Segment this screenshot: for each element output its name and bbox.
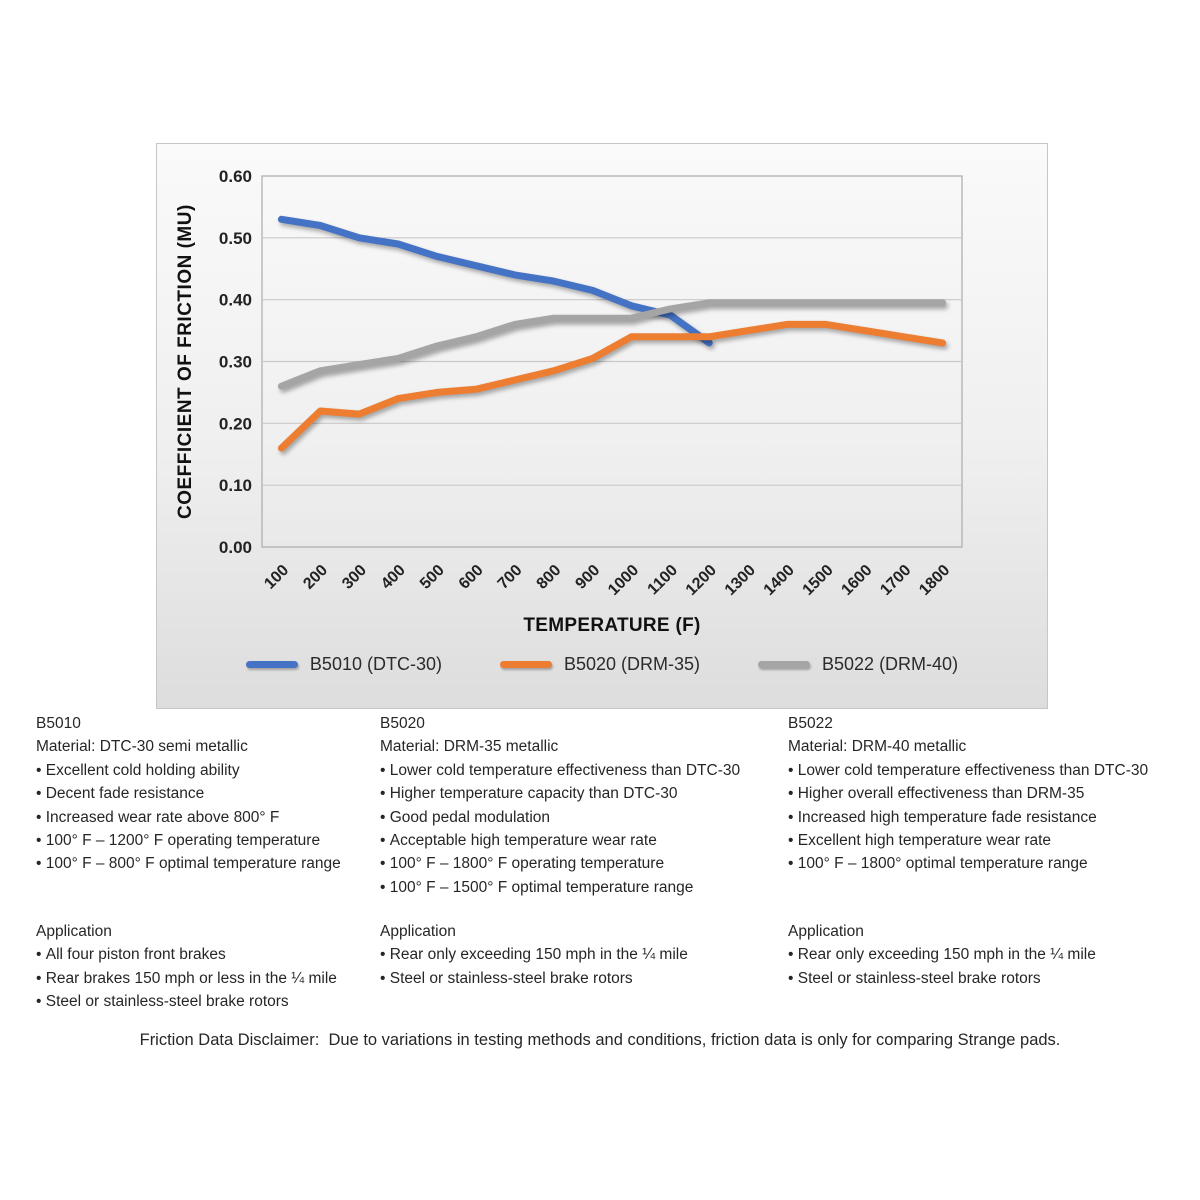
- feature-item: Increased wear rate above 800° F: [36, 806, 381, 829]
- chart-svg: 0.60 0.50 0.40 0.30 0.20 0.10 0.00 100 200 300 400…: [219, 167, 963, 599]
- feature-item: 100° F – 800° F optimal temperature rang…: [36, 852, 381, 875]
- feature-item: Higher overall effectiveness than DRM-35: [788, 782, 1188, 805]
- feature-item: Good pedal modulation: [380, 806, 780, 829]
- x-tick-label: 700: [495, 562, 526, 593]
- y-tick-label: 0.40: [219, 291, 252, 310]
- x-tick-label: 1300: [722, 562, 759, 599]
- y-tick-label: 0.30: [219, 353, 252, 372]
- legend-item-b5020: B5020 (DRM-35): [499, 654, 701, 675]
- legend-label: B5022 (DRM-40): [822, 654, 959, 674]
- application-heading: Application: [380, 923, 456, 940]
- x-tick-label: 100: [261, 562, 292, 593]
- feature-item: Decent fade resistance: [36, 782, 381, 805]
- feature-item: Lower cold temperature effectiveness tha…: [788, 759, 1188, 782]
- application-item: Rear brakes 150 mph or less in the ¼ mil…: [36, 967, 381, 990]
- product-material: Material: DTC-30 semi metallic: [36, 738, 248, 756]
- series-line-b5010-dtc-30: [277, 215, 713, 347]
- application-item: Rear only exceeding 150 mph in the ¼ mil…: [380, 943, 780, 966]
- y-tick-label: 0.10: [219, 476, 252, 495]
- feature-item: 100° F – 1800° optimal temperature range: [788, 852, 1188, 875]
- application-item: Steel or stainless-steel brake rotors: [788, 967, 1188, 990]
- feature-item: Excellent cold holding ability: [36, 759, 381, 782]
- friction-chart: 0.60 0.50 0.40 0.30 0.20 0.10 0.00 100 200 300 400…: [156, 143, 1048, 709]
- legend-label: B5010 (DTC-30): [309, 654, 442, 674]
- x-tick-label: 500: [417, 562, 448, 593]
- feature-item: 100° F – 1800° F operating temperature: [380, 852, 780, 875]
- x-tick-label: 600: [456, 562, 487, 593]
- y-tick-label: 0.20: [219, 414, 252, 433]
- product-id: B5010: [36, 715, 81, 732]
- x-tick-label: 1200: [683, 562, 720, 599]
- y-tick-label: 0.50: [219, 229, 252, 248]
- application-item: Steel or stainless-steel brake rotors: [380, 967, 780, 990]
- product-material: Material: DRM-35 metallic: [380, 738, 559, 756]
- x-tick-label: 1700: [877, 562, 914, 599]
- x-tick-label: 400: [378, 562, 409, 593]
- series-line-b5022-drm-40: [277, 299, 947, 390]
- x-tick-label: 1400: [761, 562, 798, 599]
- product-column-b5022: B5022 Material: DRM-40 metallic Lower cold…: [788, 712, 1188, 987]
- feature-item: 100° F – 1500° F optimal temperature ran…: [380, 876, 780, 899]
- application-block: Application Rear only exceeding 150 mph i…: [380, 920, 780, 990]
- application-block: Application Rear only exceeding 150 mph i…: [788, 920, 1188, 990]
- x-tick-label: 200: [300, 562, 331, 593]
- friction-data-disclaimer: Friction Data Disclaimer: Due to variati…: [139, 1031, 1061, 1049]
- x-tick-label: 1800: [916, 562, 953, 599]
- x-tick-label: 1500: [800, 562, 837, 599]
- x-tick-label: 300: [339, 562, 370, 593]
- product-id: B5020: [380, 715, 425, 732]
- x-tick-label: 1100: [645, 562, 682, 599]
- application-heading: Application: [788, 923, 864, 940]
- chart-legend: B5010 (DTC-30) B5020 (DRM-35) B5022 (DRM-4…: [157, 654, 1047, 675]
- legend-label: B5020 (DRM-35): [563, 654, 701, 674]
- x-axis-title: TEMPERATURE (F): [523, 615, 701, 636]
- application-block: Application All four piston front brakesR…: [36, 920, 381, 1014]
- y-axis-title: COEFFICIENT OF FRICTION (MU): [175, 204, 196, 519]
- application-heading: Application: [36, 923, 112, 940]
- legend-item-b5022: B5022 (DRM-40): [758, 654, 958, 675]
- application-item: Steel or stainless-steel brake rotors: [36, 990, 381, 1013]
- legend-swatch-icon: [245, 661, 298, 668]
- x-tick-label: 1600: [838, 562, 875, 599]
- feature-item: 100° F – 1200° F operating temperature: [36, 829, 381, 852]
- y-tick-label: 0.60: [219, 167, 252, 186]
- legend-item-b5010: B5010 (DTC-30): [245, 654, 442, 675]
- feature-item: Increased high temperature fade resistan…: [788, 806, 1188, 829]
- series-line-b5020-drm-35: [277, 320, 947, 452]
- x-tick-label: 900: [572, 562, 603, 593]
- feature-item: Acceptable high temperature wear rate: [380, 829, 780, 852]
- product-column-b5020: B5020 Material: DRM-35 metallic Lower cold…: [380, 712, 780, 987]
- application-item: Rear only exceeding 150 mph in the ¼ mil…: [788, 943, 1188, 966]
- product-id: B5022: [788, 715, 833, 732]
- feature-item: Excellent high temperature wear rate: [788, 829, 1188, 852]
- legend-swatch-icon: [758, 661, 811, 668]
- product-material: Material: DRM-40 metallic: [788, 738, 967, 756]
- x-tick-label: 800: [534, 562, 565, 593]
- feature-item: Higher temperature capacity than DTC-30: [380, 782, 780, 805]
- application-item: All four piston front brakes: [36, 943, 381, 966]
- legend-swatch-icon: [499, 661, 552, 668]
- product-column-b5010: B5010 Material: DTC-30 semi metallic Excel…: [36, 712, 381, 1010]
- x-tick-label: 1000: [605, 562, 642, 599]
- y-tick-label: 0.00: [219, 538, 252, 557]
- feature-item: Lower cold temperature effectiveness tha…: [380, 759, 780, 782]
